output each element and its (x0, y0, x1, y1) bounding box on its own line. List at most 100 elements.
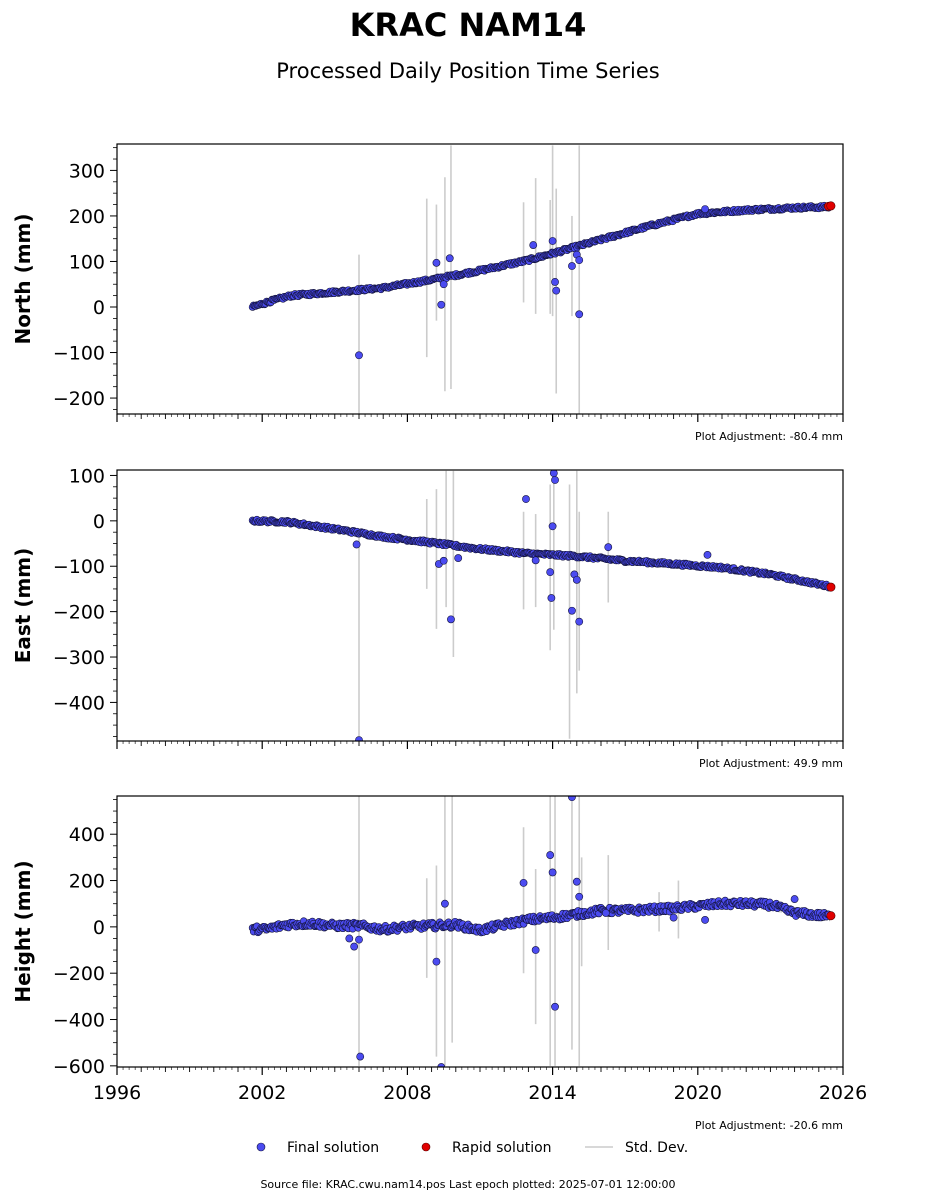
final-point (551, 1002, 559, 1011)
final-point (356, 1052, 365, 1061)
y-tick-label: −200 (53, 963, 105, 985)
y-axis-label: East (mm) (11, 548, 35, 664)
final-point (703, 550, 712, 559)
final-point (575, 892, 584, 901)
y-tick-label: −400 (53, 692, 105, 714)
final-point (701, 205, 709, 214)
legend-final-label: Final solution (287, 1140, 379, 1156)
final-point (439, 280, 448, 289)
plot-area (248, 145, 836, 414)
plot-adjustment-note: Plot Adjustment: 49.9 mm (699, 757, 843, 770)
y-tick-label: −100 (53, 343, 105, 365)
final-point (551, 278, 559, 286)
y-tick-label: 0 (93, 511, 105, 533)
final-point (575, 256, 584, 265)
footer-source: Source file: KRAC.cwu.nam14.pos Last epo… (260, 1178, 675, 1191)
final-point (345, 934, 354, 943)
final-point (547, 594, 556, 602)
final-point (568, 606, 576, 615)
final-point (437, 300, 446, 309)
plot-adjustment-note: Plot Adjustment: -80.4 mm (695, 430, 843, 443)
final-point (546, 568, 555, 577)
y-tick-label: 100 (69, 251, 105, 273)
final-point (355, 935, 363, 944)
y-axis-label: Height (mm) (11, 860, 35, 1002)
final-point (522, 495, 530, 503)
y-tick-label: 400 (69, 824, 105, 846)
rapid-point (826, 911, 836, 921)
final-point (669, 913, 678, 922)
final-point (355, 736, 363, 741)
final-point (350, 942, 359, 951)
plot-area (248, 796, 836, 1067)
final-point (549, 470, 558, 478)
final-point (572, 877, 581, 886)
y-tick-label: 0 (93, 917, 105, 939)
final-point (790, 895, 799, 903)
legend-rapid-marker (421, 1142, 431, 1152)
final-point (575, 617, 584, 626)
y-tick-label: 300 (69, 160, 105, 182)
plot-area (248, 470, 836, 741)
figure-title: KRAC NAM14 (350, 6, 587, 44)
panel-3: −600 −400 −200 0 200 400 Height (mm) Plot Adjus… (11, 795, 867, 1132)
final-point (572, 575, 581, 584)
legend-stddev-label: Std. Dev. (625, 1140, 688, 1156)
x-tick-label: 2026 (819, 1082, 867, 1104)
y-tick-label: −200 (53, 388, 105, 410)
final-point (548, 868, 557, 877)
legend-final-marker (256, 1142, 266, 1152)
y-tick-label: 100 (69, 465, 105, 487)
y-tick-label: −300 (53, 647, 105, 669)
final-point (546, 851, 555, 859)
y-tick-label: −200 (53, 602, 105, 624)
final-point (548, 237, 557, 245)
final-point (432, 258, 441, 267)
final-point (531, 946, 540, 954)
y-tick-label: 0 (93, 297, 105, 319)
figure-subtitle: Processed Daily Position Time Series (276, 59, 660, 83)
final-point (355, 351, 363, 360)
x-tick-label: 2008 (383, 1082, 431, 1104)
y-axis-label: North (mm) (11, 213, 35, 344)
y-tick-label: −100 (53, 556, 105, 578)
final-point (437, 1063, 446, 1067)
final-point (529, 241, 538, 249)
y-tick-label: −400 (53, 1010, 105, 1032)
final-point (552, 286, 561, 295)
panels: −200 −100 0 100 200 300 North (mm) Plot Adjustm… (11, 143, 867, 1132)
final-point (601, 909, 610, 917)
final-point (568, 262, 576, 270)
final-point (551, 476, 559, 484)
x-tick-label: 2014 (528, 1082, 576, 1104)
final-point (454, 554, 463, 562)
y-tick-label: 200 (69, 871, 105, 893)
panel-2: −400 −300 −200 −100 0 100 East (mm) Plot Adjust… (11, 465, 844, 770)
final-point (439, 556, 448, 565)
y-tick-label: 200 (69, 206, 105, 228)
plot-adjustment-note: Plot Adjustment: -20.6 mm (695, 1119, 843, 1132)
rapid-point (826, 582, 836, 592)
x-tick-label: 2002 (238, 1082, 286, 1104)
panel-1: −200 −100 0 100 200 300 North (mm) Plot Adjustm… (11, 143, 844, 443)
final-point (519, 878, 528, 887)
final-point (432, 957, 441, 966)
final-point (701, 916, 709, 924)
plot-frame (116, 469, 844, 742)
final-point (604, 543, 613, 552)
final-point (548, 522, 557, 531)
final-point (575, 310, 584, 319)
final-point (352, 540, 361, 549)
x-tick-label: 2020 (674, 1082, 722, 1104)
final-point (568, 796, 576, 802)
plot-frame (116, 143, 844, 415)
x-tick-label: 1996 (93, 1082, 141, 1104)
final-point (531, 556, 540, 565)
y-tick-label: −600 (53, 1056, 105, 1078)
final-point (447, 615, 455, 624)
legend-rapid-label: Rapid solution (452, 1140, 552, 1156)
final-point (441, 899, 449, 908)
rapid-point (826, 201, 836, 211)
legend: Final solution Rapid solution Std. Dev. (256, 1140, 688, 1156)
